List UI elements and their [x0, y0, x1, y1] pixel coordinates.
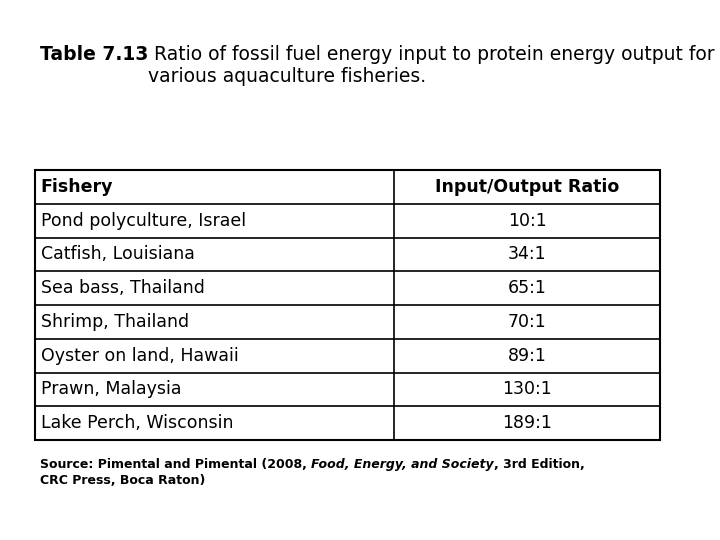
Text: , 3rd Edition,: , 3rd Edition, [494, 458, 585, 471]
Text: Fishery: Fishery [41, 178, 113, 196]
Text: Ratio of fossil fuel energy input to protein energy output for
various aquacultu: Ratio of fossil fuel energy input to pro… [148, 45, 715, 86]
Text: CRC Press, Boca Raton): CRC Press, Boca Raton) [40, 474, 205, 487]
Text: 89:1: 89:1 [508, 347, 546, 364]
Text: Oyster on land, Hawaii: Oyster on land, Hawaii [41, 347, 238, 364]
Text: Source: Pimental and Pimental (2008,: Source: Pimental and Pimental (2008, [40, 458, 311, 471]
Text: 70:1: 70:1 [508, 313, 546, 331]
Text: 10:1: 10:1 [508, 212, 546, 230]
Text: 65:1: 65:1 [508, 279, 546, 297]
Text: Prawn, Malaysia: Prawn, Malaysia [41, 380, 181, 399]
Text: Input/Output Ratio: Input/Output Ratio [435, 178, 619, 196]
Text: 130:1: 130:1 [503, 380, 552, 399]
Text: Sea bass, Thailand: Sea bass, Thailand [41, 279, 204, 297]
Text: 189:1: 189:1 [503, 414, 552, 432]
Text: Lake Perch, Wisconsin: Lake Perch, Wisconsin [41, 414, 233, 432]
Text: Table 7.13: Table 7.13 [40, 45, 148, 64]
Text: Food, Energy, and Society: Food, Energy, and Society [311, 458, 494, 471]
Text: Catfish, Louisiana: Catfish, Louisiana [41, 245, 194, 264]
Text: Pond polyculture, Israel: Pond polyculture, Israel [41, 212, 246, 230]
Text: 34:1: 34:1 [508, 245, 546, 264]
Text: Shrimp, Thailand: Shrimp, Thailand [41, 313, 189, 331]
